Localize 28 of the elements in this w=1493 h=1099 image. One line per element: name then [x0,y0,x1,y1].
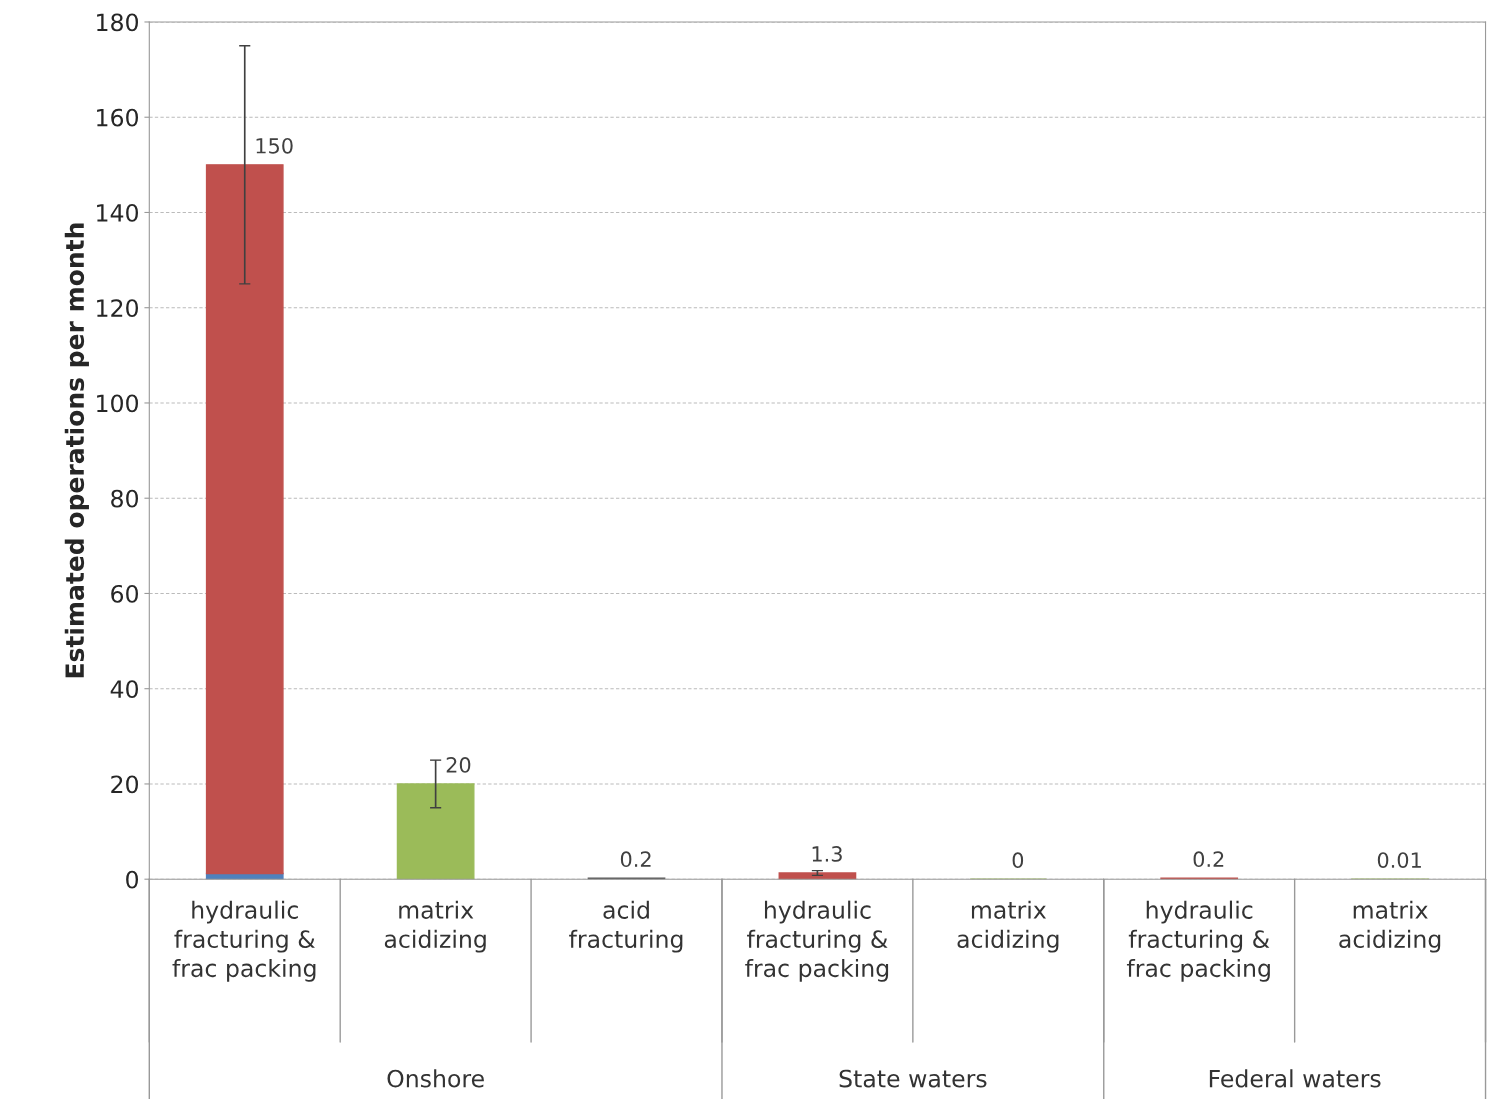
y-tick-label: 40 [110,680,139,699]
y-tick-label: 0 [126,870,139,889]
text: Federal waters [1209,1069,1381,1088]
x-tick-label: matrix acidizing [1339,900,1441,953]
total-label: 20 [446,757,471,773]
text: Onshore [387,1069,484,1088]
y-tick-label: 60 [111,584,139,603]
y-tick-label: 180 [97,13,139,32]
text: State waters [839,1069,987,1088]
total-label: 1.3 [812,846,842,862]
total-label: 150 [256,137,293,154]
total-label: 0.01 [1377,852,1421,868]
y-tick-label: 20 [111,775,139,794]
y-tick-label: 160 [97,108,139,127]
x-tick-label: matrix acidizing [957,900,1059,953]
total-label: 0 [1012,852,1024,869]
x-tick-label: hydraulic fracturing & frac packing [172,900,316,982]
y-tick-label: 80 [111,489,139,508]
y-tick-label: 120 [97,299,139,318]
x-tick-label: matrix acidizing [384,900,486,953]
x-tick-label: acid fracturing [569,900,683,953]
y-tick-label: 100 [97,394,139,413]
y-tick-label: 140 [97,203,139,222]
total-label: 0.2 [620,851,651,868]
total-label: 0.2 [1193,851,1224,868]
x-tick-label: hydraulic fracturing & frac packing [745,900,889,982]
x-tick-label: hydraulic fracturing & frac packing [1126,900,1270,982]
y-axis-title: Estimated operations per month [64,223,89,678]
